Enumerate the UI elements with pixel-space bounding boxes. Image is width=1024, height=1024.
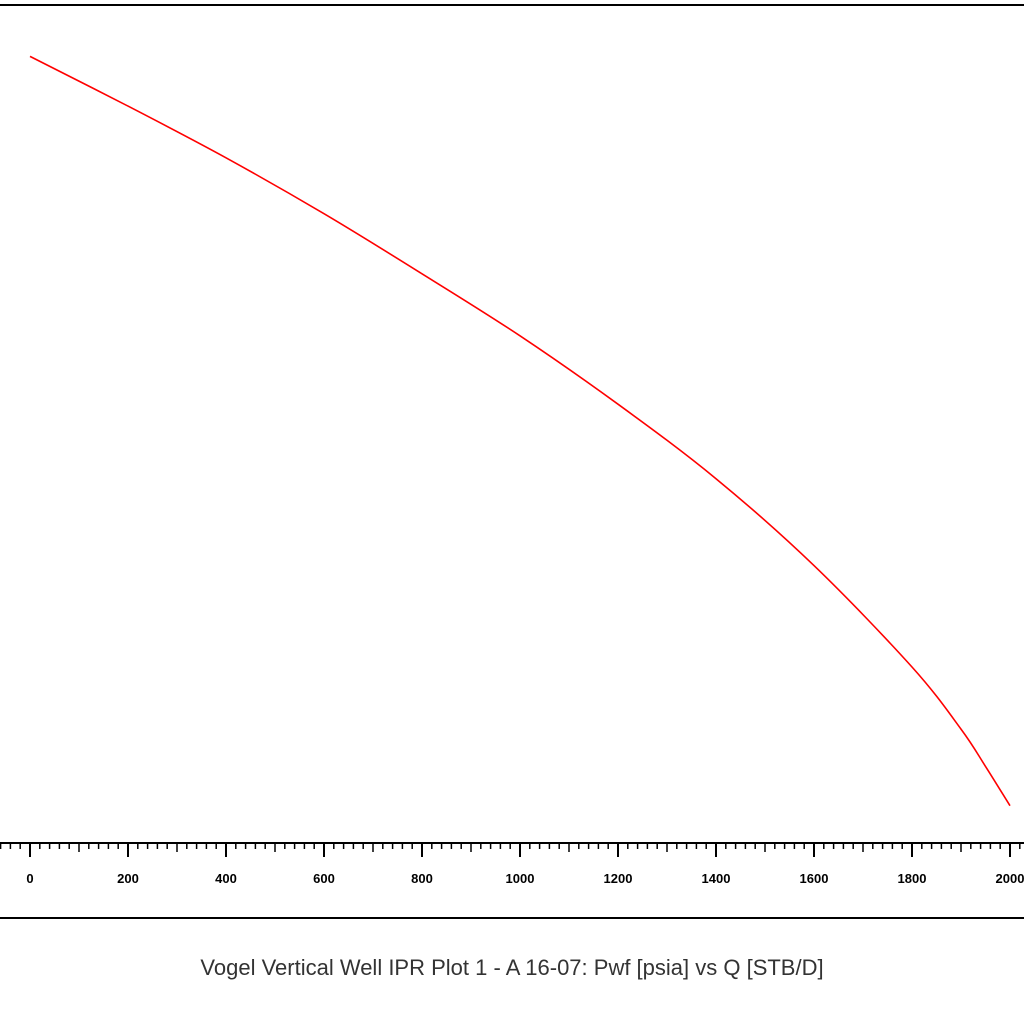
x-tick-label: 2000 — [996, 871, 1024, 886]
x-tick-label: 400 — [215, 871, 237, 886]
x-tick-label: 600 — [313, 871, 335, 886]
chart-caption: Vogel Vertical Well IPR Plot 1 - A 16-07… — [200, 955, 823, 980]
x-tick-label: 800 — [411, 871, 433, 886]
x-tick-label: 1000 — [506, 871, 535, 886]
x-axis: 0 200 400 600 800 1000 1200 1400 1600 1800 2000 — [0, 842, 1024, 886]
x-tick-label: 0 — [26, 871, 33, 886]
ipr-curve-0 — [29, 55, 1011, 807]
x-tick-label: 1800 — [898, 871, 927, 886]
x-tick-label: 200 — [117, 871, 139, 886]
curve-layer — [29, 55, 1011, 807]
x-tick-label: 1400 — [702, 871, 731, 886]
x-tick-label: 1600 — [800, 871, 829, 886]
x-tick-label: 1200 — [604, 871, 633, 886]
